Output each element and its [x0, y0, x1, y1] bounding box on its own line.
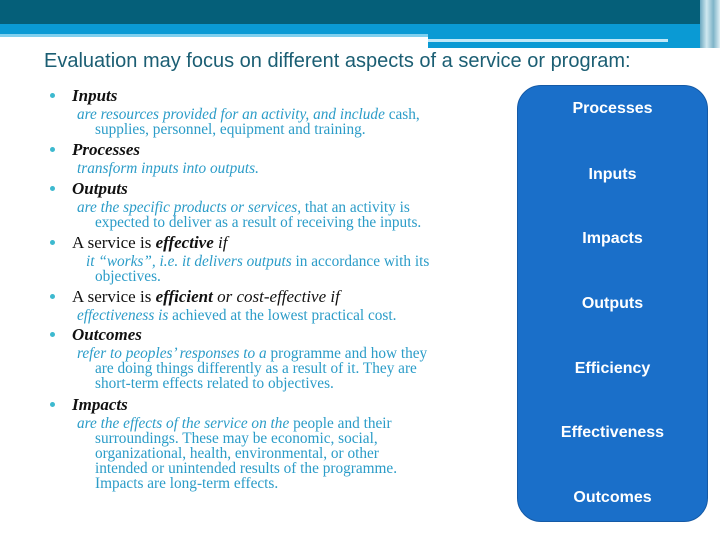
description-line: it “works”, i.e. it delivers outputs in …: [86, 254, 429, 269]
description-line: supplies, personnel, equipment and train…: [95, 122, 366, 137]
description-line: short-term effects related to objectives…: [95, 376, 334, 391]
description-line: objectives.: [95, 269, 161, 284]
description-segment: cash,: [388, 106, 420, 123]
heading-segment: effective: [155, 233, 214, 252]
aspects-box: [517, 85, 708, 522]
bullet-heading: A service is efficient or cost-effective…: [72, 288, 340, 306]
description-segment: in accordance with its: [295, 253, 430, 270]
description-line: Impacts are long-term effects.: [95, 476, 278, 491]
box-label-outcomes: Outcomes: [573, 489, 652, 506]
description-segment: transform inputs into outputs.: [77, 160, 259, 177]
description-line: are the specific products or services, t…: [77, 200, 410, 215]
bullet-icon: [50, 186, 55, 191]
heading-segment: Processes: [72, 140, 140, 159]
bullet-icon: [50, 240, 55, 245]
heading-segment: if: [213, 233, 228, 252]
description-segment: intended or unintended results of the pr…: [95, 460, 398, 477]
bullet-heading: A service is effective if: [72, 234, 227, 252]
description-line: are resources provided for an activity, …: [77, 107, 420, 122]
description-segment: surroundings. These may be economic, soc…: [95, 430, 378, 447]
box-label-effectiveness: Effectiveness: [560, 424, 665, 441]
description-segment: achieved at the lowest practical cost.: [172, 307, 397, 324]
bullet-heading: Outcomes: [72, 326, 142, 344]
box-label-impacts: Impacts: [582, 230, 643, 247]
bullet-heading: Processes: [72, 141, 140, 159]
heading-segment: A service is: [72, 287, 156, 306]
description-segment: organizational, health, environmental, o…: [95, 445, 379, 462]
description-line: surroundings. These may be economic, soc…: [95, 431, 378, 446]
heading-segment: Outputs: [72, 179, 128, 198]
box-label-processes: Processes: [572, 100, 653, 117]
description-line: are doing things differently as a result…: [95, 361, 417, 376]
description-segment: are doing things differently as a result…: [95, 360, 417, 377]
box-label-efficiency: Efficiency: [574, 360, 651, 377]
description-line: are the effects of the service on the pe…: [77, 416, 392, 431]
header-accent-line: [0, 34, 428, 37]
description-segment: objectives.: [95, 268, 161, 285]
bullet-heading: Outputs: [72, 180, 128, 198]
heading-segment: Inputs: [72, 86, 118, 105]
box-label-inputs: Inputs: [588, 166, 637, 183]
header-stripe: [0, 24, 720, 34]
slide-title: Evaluation may focus on different aspect…: [44, 50, 631, 72]
heading-segment: Impacts: [72, 395, 128, 414]
description-line: expected to deliver as a result of recei…: [95, 215, 421, 230]
header-band: [0, 0, 720, 24]
bullet-icon: [50, 93, 55, 98]
description-segment: short-term effects related to objectives…: [95, 375, 334, 392]
description-segment: supplies, personnel, equipment and train…: [95, 121, 366, 138]
bullet-heading: Inputs: [72, 87, 117, 105]
description-line: transform inputs into outputs.: [77, 161, 259, 176]
heading-segment: A service is: [72, 233, 156, 252]
heading-segment: or cost-effective if: [212, 287, 340, 306]
bullet-icon: [50, 332, 55, 337]
heading-segment: Outcomes: [72, 325, 142, 344]
description-segment: are resources provided for an activity, …: [77, 106, 389, 123]
bullet-icon: [50, 147, 55, 152]
bullet-heading: Impacts: [72, 396, 128, 414]
bullet-icon: [50, 294, 55, 299]
description-segment: expected to deliver as a result of recei…: [95, 214, 422, 231]
description-line: intended or unintended results of the pr…: [95, 461, 397, 476]
description-segment: Impacts are long-term effects.: [95, 475, 279, 492]
description-line: effectiveness is achieved at the lowest …: [77, 308, 396, 323]
description-line: refer to peoples’ responses to a program…: [77, 346, 427, 361]
description-segment: are the specific products or services,: [77, 199, 305, 216]
header-edge-decoration: [700, 0, 720, 48]
bullet-icon: [50, 402, 55, 407]
description-segment: programme and how they: [270, 345, 428, 362]
description-segment: that an activity is: [304, 199, 410, 216]
description-segment: are the effects of the service on the: [77, 415, 294, 432]
header-accent-line-2: [428, 39, 668, 42]
heading-segment: efficient: [155, 287, 213, 306]
box-label-outputs: Outputs: [581, 295, 644, 312]
description-segment: refer to peoples’ responses to a: [77, 345, 271, 362]
description-segment: people and their: [293, 415, 392, 432]
description-segment: effectiveness is: [77, 307, 173, 324]
description-line: organizational, health, environmental, o…: [95, 446, 379, 461]
description-segment: it “works”, i.e. it delivers outputs: [86, 253, 296, 270]
